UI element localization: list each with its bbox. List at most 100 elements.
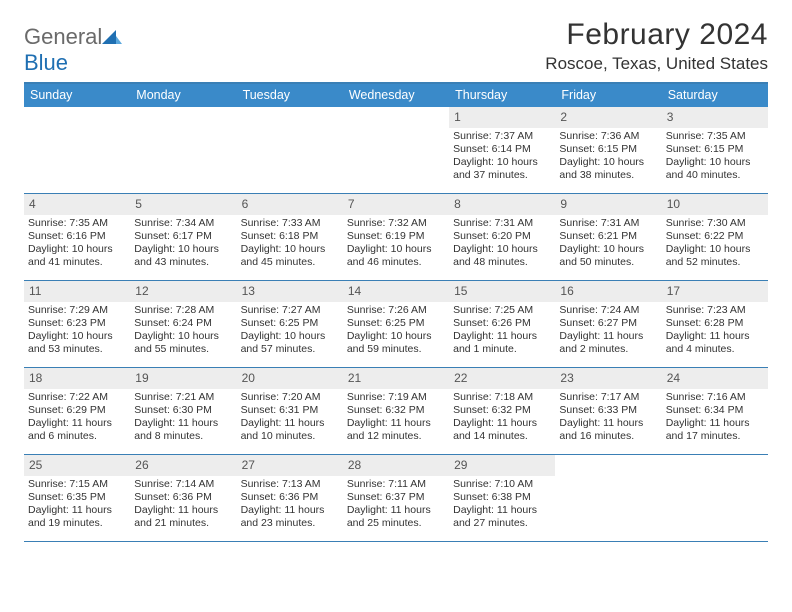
day-sunset: Sunset: 6:15 PM xyxy=(666,143,764,156)
day-body: Sunrise: 7:13 AMSunset: 6:36 PMDaylight:… xyxy=(237,476,343,537)
day-number: 17 xyxy=(662,281,768,302)
day-number: 21 xyxy=(343,368,449,389)
calendar-grid: Sunday Monday Tuesday Wednesday Thursday… xyxy=(24,82,768,542)
brand-text: GeneralBlue xyxy=(24,24,122,76)
day-body: Sunrise: 7:24 AMSunset: 6:27 PMDaylight:… xyxy=(555,302,661,363)
weekday-header: Friday xyxy=(555,84,661,107)
day-number: 3 xyxy=(662,107,768,128)
day-cell: 14Sunrise: 7:26 AMSunset: 6:25 PMDayligh… xyxy=(343,281,449,367)
day-daylight: Daylight: 11 hours and 4 minutes. xyxy=(666,330,764,356)
day-number: 18 xyxy=(24,368,130,389)
week-row: ....1Sunrise: 7:37 AMSunset: 6:14 PMDayl… xyxy=(24,107,768,194)
day-sunset: Sunset: 6:16 PM xyxy=(28,230,126,243)
day-cell: 3 Sunrise: 7:35 AMSunset: 6:15 PMDaylight… xyxy=(662,107,768,193)
week-row: 4Sunrise: 7:35 AMSunset: 6:16 PMDaylight… xyxy=(24,194,768,281)
day-sunset: Sunset: 6:31 PM xyxy=(241,404,339,417)
day-sunset: Sunset: 6:14 PM xyxy=(453,143,551,156)
day-number: 8 xyxy=(449,194,555,215)
day-body: Sunrise: 7:21 AMSunset: 6:30 PMDaylight:… xyxy=(130,389,236,450)
day-daylight: Daylight: 11 hours and 10 minutes. xyxy=(241,417,339,443)
day-sunset: Sunset: 6:30 PM xyxy=(134,404,232,417)
day-daylight: Daylight: 10 hours and 40 minutes. xyxy=(666,156,764,182)
day-daylight: Daylight: 11 hours and 27 minutes. xyxy=(453,504,551,530)
day-sunset: Sunset: 6:27 PM xyxy=(559,317,657,330)
day-number: 2 xyxy=(555,107,661,128)
day-body: Sunrise: 7:23 AMSunset: 6:28 PMDaylight:… xyxy=(662,302,768,363)
day-cell: 26Sunrise: 7:14 AMSunset: 6:36 PMDayligh… xyxy=(130,455,236,541)
day-daylight: Daylight: 10 hours and 55 minutes. xyxy=(134,330,232,356)
day-daylight: Daylight: 10 hours and 46 minutes. xyxy=(347,243,445,269)
day-sunset: Sunset: 6:21 PM xyxy=(559,230,657,243)
day-number: 11 xyxy=(24,281,130,302)
day-cell: 6Sunrise: 7:33 AMSunset: 6:18 PMDaylight… xyxy=(237,194,343,280)
day-sunrise: Sunrise: 7:30 AM xyxy=(666,217,764,230)
day-sunrise: Sunrise: 7:29 AM xyxy=(28,304,126,317)
day-sunset: Sunset: 6:24 PM xyxy=(134,317,232,330)
day-sunset: Sunset: 6:20 PM xyxy=(453,230,551,243)
day-cell: . xyxy=(555,455,661,541)
day-sunset: Sunset: 6:18 PM xyxy=(241,230,339,243)
day-number: 27 xyxy=(237,455,343,476)
day-sunset: Sunset: 6:36 PM xyxy=(134,491,232,504)
day-sunrise: Sunrise: 7:17 AM xyxy=(559,391,657,404)
day-sunrise: Sunrise: 7:35 AM xyxy=(666,130,764,143)
day-cell: . xyxy=(130,107,236,193)
day-sunrise: Sunrise: 7:10 AM xyxy=(453,478,551,491)
day-sunrise: Sunrise: 7:31 AM xyxy=(453,217,551,230)
day-body: Sunrise: 7:29 AMSunset: 6:23 PMDaylight:… xyxy=(24,302,130,363)
day-daylight: Daylight: 11 hours and 2 minutes. xyxy=(559,330,657,356)
day-number: 4 xyxy=(24,194,130,215)
day-sunrise: Sunrise: 7:34 AM xyxy=(134,217,232,230)
day-sunrise: Sunrise: 7:20 AM xyxy=(241,391,339,404)
day-cell: 13Sunrise: 7:27 AMSunset: 6:25 PMDayligh… xyxy=(237,281,343,367)
day-sunrise: Sunrise: 7:19 AM xyxy=(347,391,445,404)
day-sunrise: Sunrise: 7:33 AM xyxy=(241,217,339,230)
day-daylight: Daylight: 10 hours and 59 minutes. xyxy=(347,330,445,356)
day-daylight: Daylight: 10 hours and 50 minutes. xyxy=(559,243,657,269)
day-cell: 18Sunrise: 7:22 AMSunset: 6:29 PMDayligh… xyxy=(24,368,130,454)
day-sunrise: Sunrise: 7:37 AM xyxy=(453,130,551,143)
day-body: Sunrise: 7:25 AMSunset: 6:26 PMDaylight:… xyxy=(449,302,555,363)
day-cell: 1Sunrise: 7:37 AMSunset: 6:14 PMDaylight… xyxy=(449,107,555,193)
day-cell: 4Sunrise: 7:35 AMSunset: 6:16 PMDaylight… xyxy=(24,194,130,280)
day-body: Sunrise: 7:35 AMSunset: 6:16 PMDaylight:… xyxy=(24,215,130,276)
day-body: Sunrise: 7:32 AMSunset: 6:19 PMDaylight:… xyxy=(343,215,449,276)
day-daylight: Daylight: 10 hours and 41 minutes. xyxy=(28,243,126,269)
day-body: Sunrise: 7:27 AMSunset: 6:25 PMDaylight:… xyxy=(237,302,343,363)
day-body: Sunrise: 7:15 AMSunset: 6:35 PMDaylight:… xyxy=(24,476,130,537)
day-number: 6 xyxy=(237,194,343,215)
day-sunrise: Sunrise: 7:15 AM xyxy=(28,478,126,491)
day-body: Sunrise: 7:22 AMSunset: 6:29 PMDaylight:… xyxy=(24,389,130,450)
calendar-page: GeneralBlue February 2024 Roscoe, Texas,… xyxy=(0,0,792,562)
day-sunset: Sunset: 6:25 PM xyxy=(347,317,445,330)
weekday-header: Tuesday xyxy=(237,84,343,107)
day-number: 13 xyxy=(237,281,343,302)
weekday-header: Saturday xyxy=(662,84,768,107)
weekday-header-row: Sunday Monday Tuesday Wednesday Thursday… xyxy=(24,84,768,107)
day-cell: . xyxy=(24,107,130,193)
day-daylight: Daylight: 11 hours and 23 minutes. xyxy=(241,504,339,530)
day-number: 7 xyxy=(343,194,449,215)
day-cell: 21Sunrise: 7:19 AMSunset: 6:32 PMDayligh… xyxy=(343,368,449,454)
day-number: 14 xyxy=(343,281,449,302)
day-daylight: Daylight: 11 hours and 8 minutes. xyxy=(134,417,232,443)
day-cell: 7Sunrise: 7:32 AMSunset: 6:19 PMDaylight… xyxy=(343,194,449,280)
day-number: 10 xyxy=(662,194,768,215)
day-daylight: Daylight: 11 hours and 19 minutes. xyxy=(28,504,126,530)
day-daylight: Daylight: 11 hours and 6 minutes. xyxy=(28,417,126,443)
day-sunset: Sunset: 6:28 PM xyxy=(666,317,764,330)
day-sunrise: Sunrise: 7:16 AM xyxy=(666,391,764,404)
day-cell: 12Sunrise: 7:28 AMSunset: 6:24 PMDayligh… xyxy=(130,281,236,367)
weekday-header: Thursday xyxy=(449,84,555,107)
day-sunrise: Sunrise: 7:13 AM xyxy=(241,478,339,491)
day-sunrise: Sunrise: 7:21 AM xyxy=(134,391,232,404)
day-cell: . xyxy=(237,107,343,193)
day-body: Sunrise: 7:33 AMSunset: 6:18 PMDaylight:… xyxy=(237,215,343,276)
day-sunset: Sunset: 6:35 PM xyxy=(28,491,126,504)
day-body: Sunrise: 7:26 AMSunset: 6:25 PMDaylight:… xyxy=(343,302,449,363)
day-sunset: Sunset: 6:22 PM xyxy=(666,230,764,243)
day-sunset: Sunset: 6:37 PM xyxy=(347,491,445,504)
day-body: Sunrise: 7:37 AMSunset: 6:14 PMDaylight:… xyxy=(449,128,555,189)
sail-icon xyxy=(102,24,122,49)
month-title: February 2024 xyxy=(545,18,768,52)
